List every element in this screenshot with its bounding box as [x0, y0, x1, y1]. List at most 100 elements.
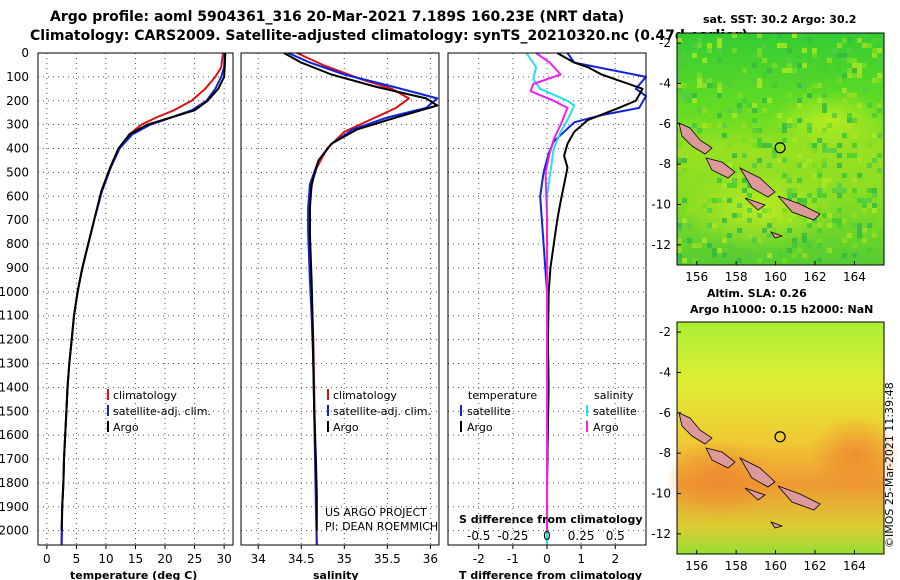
sst-pixel: [867, 188, 872, 193]
x-tick-label: 35.5: [374, 552, 401, 566]
latitude-tick-label: -4: [659, 365, 671, 379]
sst-pixel: [802, 203, 807, 208]
land-island: [744, 487, 766, 501]
sst-pixel: [722, 78, 727, 83]
sst-pixel: [752, 53, 757, 58]
sst-pixel: [682, 198, 687, 203]
sst-pixel: [812, 48, 817, 53]
sst-pixel: [867, 198, 872, 203]
sst-pixel: [747, 218, 752, 223]
sst-pixel: [767, 233, 772, 238]
sst-pixel: [807, 123, 812, 128]
sst-pixel: [737, 203, 742, 208]
sst-pixel: [722, 253, 727, 258]
sst-map: sat. SST: 30.2 Argo: 30.2 156 158 160 162 16…: [651, 13, 890, 284]
sst-pixel: [837, 208, 842, 213]
credit-pi: PI: DEAN ROEMMICH: [325, 520, 438, 533]
sst-pixel: [762, 123, 767, 128]
sst-pixel: [872, 133, 877, 138]
legend-swatch-argo: [107, 421, 109, 432]
sst-pixel: [762, 98, 767, 103]
sst-pixel: [842, 188, 847, 193]
sst-pixel: [757, 53, 762, 58]
sst-pixel: [867, 163, 872, 168]
longitude-tick-label: 160: [764, 270, 787, 284]
sst-pixel: [797, 198, 802, 203]
sst-pixel: [777, 113, 782, 118]
sst-pixel: [677, 173, 682, 178]
sst-pixel: [862, 238, 867, 243]
sst-pixel: [837, 163, 842, 168]
sst-pixel: [797, 73, 802, 78]
sst-pixel: [712, 253, 717, 258]
sst-pixel: [737, 228, 742, 233]
credit-project: US ARGO PROJECT: [325, 506, 427, 519]
sst-pixel: [697, 73, 702, 78]
sst-pixel: [797, 213, 802, 218]
sst-pixel: [822, 103, 827, 108]
depth-tick-label: 1000: [0, 285, 29, 299]
sst-pixel: [872, 53, 877, 58]
sst-pixel: [752, 118, 757, 123]
latitude-tick-label: -2: [659, 36, 671, 50]
latitude-tick-label: -6: [659, 406, 671, 420]
depth-tick-label: 1500: [0, 404, 29, 418]
sst-pixel: [727, 183, 732, 188]
latitude-tick-label: -12: [651, 238, 671, 252]
sst-pixel: [852, 93, 857, 98]
sst-pixel: [717, 38, 722, 43]
sst-pixel: [787, 193, 792, 198]
sst-pixel: [837, 143, 842, 148]
sst-pixel: [712, 198, 717, 203]
sst-pixel: [792, 188, 797, 193]
sst-pixel: [687, 208, 692, 213]
sst-pixel: [877, 78, 882, 83]
sst-pixel: [717, 123, 722, 128]
sst-pixel: [752, 143, 757, 148]
sst-pixel: [772, 148, 777, 153]
sst-pixel: [697, 198, 702, 203]
sst-pixel: [752, 238, 757, 243]
sst-pixel: [857, 223, 862, 228]
x-tick-label: 36: [423, 552, 438, 566]
figure-title-line-2: Climatology: CARS2009. Satellite-adjuste…: [30, 28, 748, 44]
sst-pixel: [862, 43, 867, 48]
x-tick-label: 0: [543, 552, 551, 566]
sst-pixel: [787, 123, 792, 128]
legend-title-salinity: salinity: [594, 389, 634, 402]
longitude-tick-label: 158: [725, 270, 748, 284]
sst-pixel: [817, 223, 822, 228]
sst-pixel: [722, 238, 727, 243]
sst-pixel: [682, 63, 687, 68]
sst-pixel: [767, 253, 772, 258]
t-difference-axis-label: T difference from climatology: [459, 569, 642, 580]
sst-pixel: [677, 158, 682, 163]
depth-tick-label: 1600: [0, 428, 29, 442]
sst-pixel: [852, 253, 857, 258]
sst-pixel: [782, 138, 787, 143]
sst-pixel: [677, 258, 682, 263]
x-tick-label: 30: [216, 552, 231, 566]
sst-pixel: [782, 123, 787, 128]
sst-pixel: [812, 83, 817, 88]
figure-title-line-1: Argo profile: aoml 5904361_316 20-Mar-20…: [50, 9, 624, 25]
series-line-argo: [283, 52, 439, 531]
longitude-tick-label: 160: [764, 559, 787, 573]
sst-pixel: [697, 83, 702, 88]
longitude-tick-label: 164: [843, 270, 866, 284]
sst-pixel: [842, 58, 847, 63]
sst-pixel: [712, 248, 717, 253]
x-tick-label: 34: [251, 552, 266, 566]
sst-pixel: [702, 203, 707, 208]
sst-pixel: [867, 248, 872, 253]
depth-tick-label: 700: [6, 213, 29, 227]
sst-pixel: [862, 208, 867, 213]
sst-pixel: [682, 83, 687, 88]
sst-pixel: [757, 83, 762, 88]
sst-pixel: [742, 138, 747, 143]
sst-pixel: [847, 68, 852, 73]
sst-pixel: [737, 93, 742, 98]
sst-pixel: [832, 48, 837, 53]
sst-pixel: [752, 103, 757, 108]
